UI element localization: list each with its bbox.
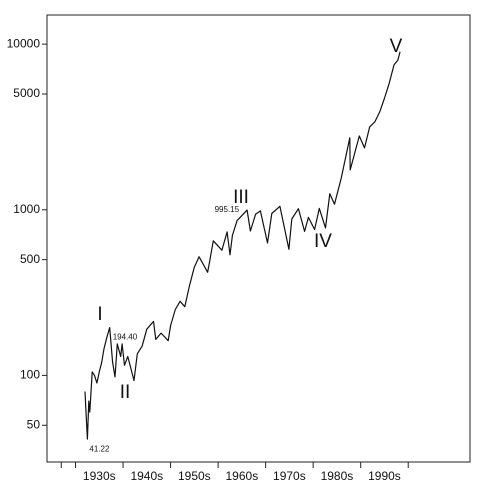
x-tick-label: 1940s [130, 469, 163, 483]
y-tick-label: 500 [20, 252, 40, 266]
x-tick-label: 1970s [273, 469, 306, 483]
value-label: 995.15 [215, 205, 240, 214]
x-tick-label: 1930s [83, 469, 116, 483]
x-tick-label: 1980s [321, 469, 354, 483]
y-tick-label: 50 [27, 417, 41, 431]
value-label: 194.40 [113, 333, 138, 342]
y-tick-label: 1000 [13, 202, 40, 216]
wave-label: IV [314, 231, 332, 252]
wave-label: II [120, 382, 131, 403]
price-line [84, 51, 401, 440]
x-tick-label: 1990s [368, 469, 401, 483]
wave-label: III [233, 187, 249, 208]
y-tick-label: 100 [20, 368, 40, 382]
wave-label: I [97, 304, 102, 325]
value-label: 41.22 [89, 444, 110, 453]
x-tick-label: 1960s [226, 469, 259, 483]
x-tick-label: 1950s [178, 469, 211, 483]
y-tick-label: 10000 [7, 36, 41, 50]
wave-label: V [390, 36, 403, 57]
plot-frame [46, 14, 471, 463]
y-tick-label: 5000 [13, 86, 40, 100]
